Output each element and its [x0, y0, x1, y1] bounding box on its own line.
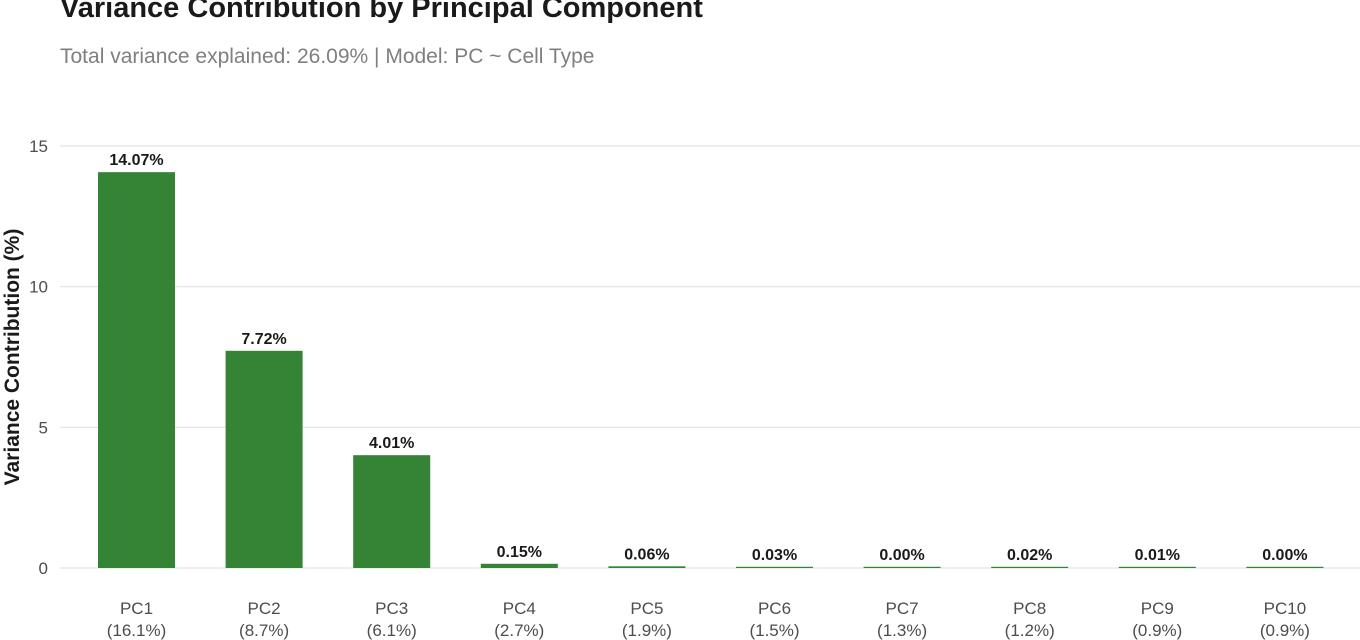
data-label: 0.02%: [1007, 547, 1052, 564]
x-category-label: PC7: [886, 599, 919, 618]
bar-pc2: [225, 350, 303, 568]
data-label: 0.03%: [752, 547, 797, 564]
data-label: 14.07%: [109, 152, 163, 169]
y-axis-title: Variance Contribution (%): [1, 229, 24, 486]
x-category-sublabel: (8.7%): [239, 621, 289, 640]
x-category-sublabel: (1.5%): [749, 621, 799, 640]
bar-pc8: [991, 566, 1069, 568]
bar-pc6: [736, 566, 813, 568]
x-category-sublabel: (2.7%): [494, 621, 544, 640]
x-category-label: PC2: [248, 599, 281, 618]
chart-subtitle: Total variance explained: 26.09% | Model…: [60, 45, 595, 68]
x-category-label: PC4: [503, 599, 536, 618]
y-tick-label: 10: [29, 278, 48, 297]
chart-title: Variance Contribution by Principal Compo…: [60, 0, 703, 24]
data-label: 0.00%: [879, 547, 924, 564]
bar-pc3: [353, 455, 431, 568]
y-tick-label: 5: [39, 418, 48, 437]
bar-pc10: [1246, 566, 1324, 568]
data-label: 0.15%: [497, 544, 542, 561]
bar-pc5: [608, 566, 686, 568]
x-category-sublabel: (1.2%): [1005, 621, 1055, 640]
data-label: 7.72%: [241, 331, 286, 348]
x-category-label: PC10: [1264, 599, 1307, 618]
bars: [98, 172, 1324, 568]
y-tick-label: 15: [29, 137, 48, 156]
bar-pc4: [480, 563, 558, 568]
x-category-label: PC3: [375, 599, 408, 618]
x-category-sublabel: (0.9%): [1132, 621, 1182, 640]
x-category-sublabel: (0.9%): [1260, 621, 1310, 640]
bar-pc9: [1118, 566, 1196, 568]
x-category-sublabel: (1.3%): [877, 621, 927, 640]
x-category-label: PC6: [758, 599, 791, 618]
data-label: 0.01%: [1135, 547, 1180, 564]
data-labels: 14.07% 7.72% 4.01% 0.15% 0.06% 0.03% 0.00% 0.02…: [109, 152, 1307, 564]
x-category-sublabel: (16.1%): [107, 621, 167, 640]
data-label: 0.00%: [1262, 547, 1307, 564]
x-category-sublabel: (1.9%): [622, 621, 672, 640]
x-category-label: PC9: [1141, 599, 1174, 618]
bar-pc7: [863, 566, 941, 568]
y-axis-ticks: 0 5 10 15: [29, 137, 48, 578]
x-axis-categories: PC1 (16.1%) PC2 (8.7%) PC3 (6.1%) PC4 (2.7%) PC5…: [107, 599, 1310, 640]
x-category-label: PC8: [1013, 599, 1046, 618]
y-tick-label: 0: [39, 559, 48, 578]
x-category-sublabel: (6.1%): [367, 621, 417, 640]
data-label: 0.06%: [624, 546, 669, 563]
x-category-label: PC1: [120, 599, 153, 618]
x-category-label: PC5: [630, 599, 663, 618]
bar-pc1: [98, 172, 175, 568]
data-label: 4.01%: [369, 435, 414, 452]
